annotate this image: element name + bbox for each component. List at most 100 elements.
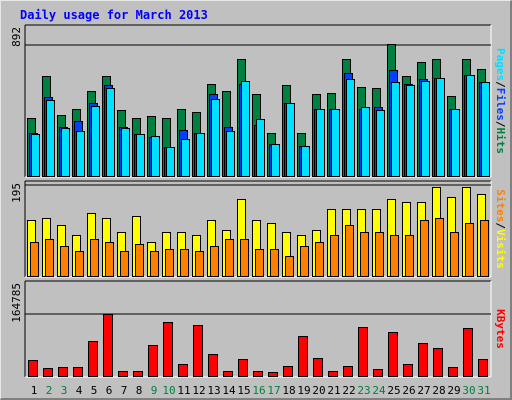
pages-bar-28 [436,78,445,177]
xtick-day-7: 7 [121,384,128,397]
sites-bar-6 [105,242,114,277]
xtick-day-3: 3 [61,384,68,397]
pages-bar-8 [136,134,145,177]
sites-bar-4 [75,251,84,277]
pages-bar-11 [181,139,190,177]
kbytes-bar-5 [88,341,98,377]
kbytes-bar-9 [148,345,158,377]
pages-bar-5 [91,106,100,177]
pages-bar-26 [406,85,415,177]
legend-visits-sites-visits: Visits [495,229,508,269]
xtick-day-1: 1 [31,384,38,397]
pages-bar-10 [166,147,175,177]
pages-bar-9 [151,136,160,177]
kbytes-bar-1 [28,360,38,377]
xtick-day-11: 11 [177,384,190,397]
sites-bar-9 [150,251,159,277]
sites-bar-13 [210,246,219,277]
kbytes-bar-30 [463,328,473,377]
sites-bar-22 [345,225,354,277]
sites-bar-31 [480,220,489,277]
xtick-day-21: 21 [327,384,340,397]
kbytes-bar-22 [343,366,353,377]
xtick-day-13: 13 [207,384,220,397]
xtick-day-24: 24 [372,384,386,397]
kbytes-bar-15 [238,359,248,377]
pages-bar-2 [46,100,55,177]
xtick-day-27: 27 [417,384,430,397]
kbytes-bar-19 [298,336,308,377]
pages-bar-12 [196,133,205,177]
pages-bar-27 [421,81,430,177]
sites-bar-1 [30,242,39,277]
kbytes-bar-4 [73,367,83,377]
xtick-day-20: 20 [312,384,325,397]
xtick-day-5: 5 [91,384,98,397]
xtick-day-9: 9 [151,384,158,397]
legend-hits-files-pages-files: Files [495,88,508,121]
xtick-day-31: 31 [477,384,490,397]
xtick-day-10: 10 [162,384,175,397]
kbytes-bar-18 [283,366,293,377]
pages-bar-20 [316,109,325,177]
sites-bar-8 [135,244,144,277]
ytick-kbytes-max: 164785 [10,283,23,323]
pages-bar-4 [76,131,85,177]
xtick-day-8: 8 [136,384,143,397]
kbytes-bar-27 [418,343,428,377]
pages-bar-19 [301,146,310,177]
pages-bar-3 [61,128,70,177]
kbytes-bar-29 [448,367,458,377]
kbytes-bar-14 [223,371,233,377]
pages-bar-22 [346,79,355,177]
kbytes-bar-16 [253,371,263,377]
sites-bar-26 [405,235,414,277]
legend-hits-files-pages: Pages/Files/Hits [495,48,508,154]
sites-bar-5 [90,239,99,277]
pages-bar-15 [241,81,250,177]
xtick-day-22: 22 [342,384,355,397]
kbytes-bar-21 [328,371,338,377]
kbytes-bar-3 [58,367,68,377]
sites-bar-12 [195,251,204,277]
chart-title: Daily usage for March 2013 [20,8,208,22]
xtick-day-2: 2 [46,384,53,397]
pages-bar-13 [211,99,220,177]
ytick-hits-max: 892 [10,27,23,47]
xtick-day-14: 14 [222,384,236,397]
xtick-day-28: 28 [432,384,445,397]
pages-bar-14 [226,131,235,177]
xtick-day-16: 16 [252,384,265,397]
legend-hits-files-pages-sep: / [495,121,508,128]
sites-bar-7 [120,251,129,277]
pages-bar-7 [121,128,130,177]
pages-bar-25 [391,82,400,177]
kbytes-bar-28 [433,348,443,377]
kbytes-bar-17 [268,372,278,377]
sites-bar-16 [255,249,264,277]
xtick-day-6: 6 [106,384,113,397]
pages-bar-18 [286,103,295,177]
legend-kbytes: KBytes [495,309,508,349]
kbytes-bar-11 [178,364,188,377]
pages-bar-17 [271,144,280,177]
kbytes-bar-24 [373,369,383,377]
sites-bar-23 [360,232,369,277]
ytick-visits-max: 195 [10,183,23,203]
kbytes-bar-6 [103,314,113,377]
xtick-day-29: 29 [447,384,460,397]
pages-bar-21 [331,109,340,177]
legend-hits-files-pages-hits: Hits [495,128,508,155]
pages-bar-23 [361,107,370,177]
kbytes-bar-13 [208,354,218,377]
xtick-day-15: 15 [237,384,250,397]
sites-bar-14 [225,239,234,277]
legend-hits-files-pages-pages: Pages [495,48,508,81]
kbytes-panel [25,281,491,377]
sites-bar-19 [300,246,309,277]
kbytes-bar-26 [403,364,413,377]
legend-visits-sites-sep: / [495,222,508,229]
sites-bar-24 [375,232,384,277]
